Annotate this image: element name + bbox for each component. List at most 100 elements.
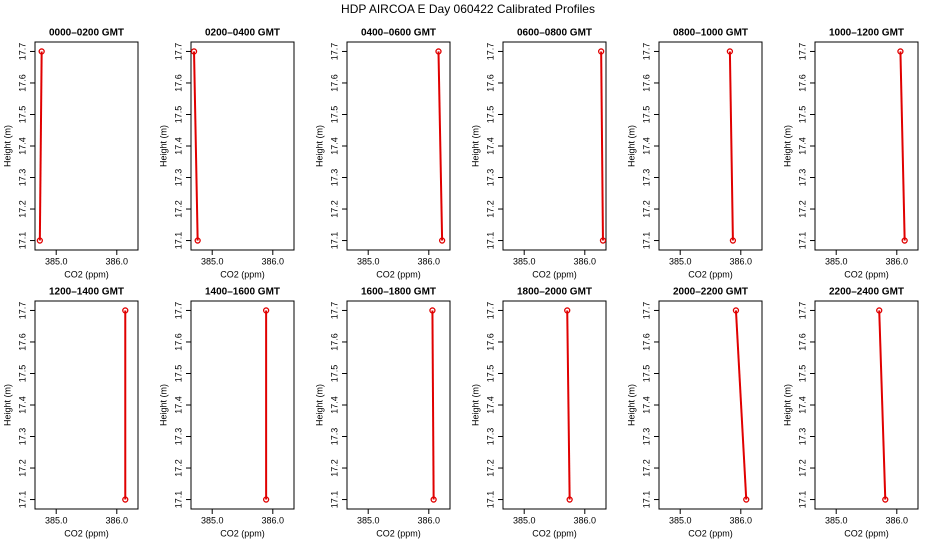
y-tick-label: 17.6 <box>641 74 651 92</box>
y-tick-label: 17.1 <box>485 232 495 250</box>
profile-point <box>901 237 908 244</box>
y-tick-label: 17.6 <box>329 74 339 92</box>
panel-title: 1200–1400 GMT <box>49 287 124 298</box>
y-tick-label: 17.4 <box>485 396 495 414</box>
profile-point <box>438 237 446 244</box>
panel: 1400–1600 GMT 385.0 386.0 17.1 17.2 17.3 17.4 1… <box>158 287 295 538</box>
profile-line <box>38 51 43 241</box>
y-tick-label: 17.2 <box>485 459 495 477</box>
x-axis-label: CO2 (ppm) <box>844 528 889 538</box>
panel: 0800–1000 GMT 385.0 386.0 17.1 17.2 17.3 17.4 1… <box>626 28 763 279</box>
y-axis-label: Height (m) <box>2 125 12 167</box>
profile-point <box>435 48 442 55</box>
y-tick-label: 17.5 <box>797 106 807 124</box>
panel: 0000–0200 GMT 385.0 386.0 17.1 17.2 17.3 17.4 1… <box>2 28 139 279</box>
y-axis-label: Height (m) <box>782 384 792 426</box>
panel-title: 1400–1600 GMT <box>205 287 280 298</box>
profile-point <box>743 496 750 503</box>
x-tick-label: 385.0 <box>201 515 224 525</box>
x-tick-label: 385.0 <box>513 515 536 525</box>
profile-line <box>600 51 604 241</box>
panel: 1800–2000 GMT 385.0 386.0 17.1 17.2 17.3 17.4 1… <box>470 287 607 538</box>
y-tick-label: 17.7 <box>173 43 183 61</box>
y-tick-label: 17.4 <box>173 396 183 414</box>
y-tick-label: 17.6 <box>485 333 495 351</box>
y-tick-label: 17.3 <box>329 169 339 187</box>
panel-title: 1800–2000 GMT <box>517 287 592 298</box>
x-axis-label: CO2 (ppm) <box>376 528 421 538</box>
x-tick-label: 385.0 <box>357 256 380 266</box>
x-axis-label: CO2 (ppm) <box>688 528 733 538</box>
y-tick-label: 17.2 <box>485 200 495 218</box>
x-tick-label: 385.0 <box>357 515 380 525</box>
y-tick-label: 17.7 <box>173 302 183 320</box>
x-tick-label: 386.0 <box>262 256 285 266</box>
y-tick-label: 17.2 <box>329 459 339 477</box>
y-axis-label: Height (m) <box>470 125 480 167</box>
x-tick-label: 386.0 <box>886 256 909 266</box>
y-tick-label: 17.5 <box>17 365 27 383</box>
profile-line <box>437 51 444 241</box>
y-tick-label: 17.7 <box>329 43 339 61</box>
x-tick-label: 385.0 <box>201 256 224 266</box>
profile-point <box>262 307 270 314</box>
profile-point <box>732 307 740 314</box>
x-axis-label: CO2 (ppm) <box>220 528 265 538</box>
y-tick-label: 17.3 <box>485 169 495 187</box>
y-tick-label: 17.4 <box>641 137 651 155</box>
y-tick-label: 17.2 <box>797 200 807 218</box>
x-axis-label: CO2 (ppm) <box>220 269 265 279</box>
y-tick-label: 17.6 <box>173 74 183 92</box>
y-tick-label: 17.7 <box>641 302 651 320</box>
y-tick-label: 17.5 <box>17 106 27 124</box>
y-tick-label: 17.7 <box>485 302 495 320</box>
profile-point <box>429 307 436 314</box>
profile-point <box>190 48 198 55</box>
profile-line <box>431 310 435 500</box>
y-tick-label: 17.2 <box>641 459 651 477</box>
y-tick-label: 17.2 <box>329 200 339 218</box>
panel-title: 0400–0600 GMT <box>361 28 436 39</box>
x-tick-label: 386.0 <box>106 515 129 525</box>
x-tick-label: 386.0 <box>574 256 597 266</box>
y-tick-label: 17.6 <box>17 74 27 92</box>
y-tick-label: 17.4 <box>485 137 495 155</box>
y-tick-label: 17.6 <box>173 333 183 351</box>
profile-point <box>122 307 129 314</box>
x-axis-label: CO2 (ppm) <box>376 269 421 279</box>
y-tick-label: 17.1 <box>17 491 27 509</box>
y-tick-label: 17.5 <box>173 365 183 383</box>
x-tick-label: 385.0 <box>825 515 848 525</box>
profile-line <box>728 51 734 241</box>
profile-line <box>734 310 748 500</box>
y-tick-label: 17.3 <box>17 169 27 187</box>
y-tick-label: 17.5 <box>641 106 651 124</box>
x-tick-label: 386.0 <box>106 256 129 266</box>
y-axis-label: Height (m) <box>314 125 324 167</box>
x-axis-label: CO2 (ppm) <box>532 269 577 279</box>
y-tick-label: 17.2 <box>797 459 807 477</box>
y-tick-label: 17.6 <box>329 333 339 351</box>
panel: 0200–0400 GMT 385.0 386.0 17.1 17.2 17.3 17.4 1… <box>158 28 295 279</box>
panel: 1000–1200 GMT 385.0 386.0 17.1 17.2 17.3 17.4 1… <box>782 28 919 279</box>
x-tick-label: 385.0 <box>45 256 68 266</box>
panel-title: 0200–0400 GMT <box>205 28 280 39</box>
y-tick-label: 17.4 <box>17 396 27 414</box>
y-tick-label: 17.5 <box>797 365 807 383</box>
y-tick-label: 17.5 <box>173 106 183 124</box>
profile-line <box>899 51 906 241</box>
y-tick-label: 17.5 <box>641 365 651 383</box>
y-tick-label: 17.6 <box>797 74 807 92</box>
x-axis-label: CO2 (ppm) <box>64 528 109 538</box>
profile-line <box>878 310 887 500</box>
y-tick-label: 17.1 <box>173 232 183 250</box>
profile-point <box>262 496 270 503</box>
y-tick-label: 17.3 <box>641 428 651 446</box>
y-tick-label: 17.7 <box>797 302 807 320</box>
x-tick-label: 386.0 <box>886 515 909 525</box>
profile-line <box>566 310 571 500</box>
y-tick-label: 17.4 <box>641 396 651 414</box>
panel-title: 2000–2200 GMT <box>673 287 748 298</box>
y-axis-label: Height (m) <box>626 384 636 426</box>
profile-point <box>194 237 201 244</box>
